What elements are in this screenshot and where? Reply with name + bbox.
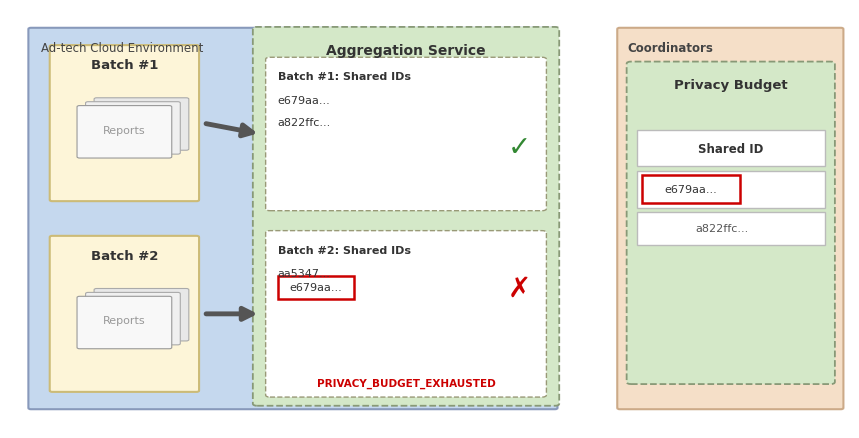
Text: Batch #1: Batch #1	[91, 59, 158, 72]
Text: aa5347...: aa5347...	[277, 269, 331, 279]
Bar	[637, 171, 825, 208]
FancyBboxPatch shape	[86, 102, 180, 155]
Text: Coordinators: Coordinators	[627, 42, 713, 55]
FancyBboxPatch shape	[265, 231, 546, 397]
FancyBboxPatch shape	[618, 29, 844, 409]
FancyBboxPatch shape	[77, 106, 172, 159]
FancyBboxPatch shape	[94, 99, 189, 151]
Text: Batch #2: Shared IDs: Batch #2: Shared IDs	[277, 245, 411, 255]
FancyBboxPatch shape	[627, 63, 835, 384]
FancyBboxPatch shape	[50, 46, 199, 202]
Text: PRIVACY_BUDGET_EXHAUSTED: PRIVACY_BUDGET_EXHAUSTED	[317, 378, 496, 388]
Text: Batch #1: Shared IDs: Batch #1: Shared IDs	[277, 72, 411, 82]
Text: ✓: ✓	[508, 134, 531, 162]
Text: ✗: ✗	[508, 274, 531, 302]
Text: e679aa...: e679aa...	[277, 96, 331, 106]
Text: e679aa...: e679aa...	[289, 283, 343, 293]
Text: a822ffc...: a822ffc...	[277, 117, 331, 127]
Text: e679aa...: e679aa...	[665, 185, 717, 195]
FancyBboxPatch shape	[265, 58, 546, 211]
FancyBboxPatch shape	[253, 28, 559, 406]
Bar	[277, 276, 355, 299]
FancyBboxPatch shape	[28, 29, 557, 409]
Bar	[642, 176, 740, 204]
Text: Ad-tech Cloud Environment: Ad-tech Cloud Environment	[41, 42, 204, 55]
Text: Batch #2: Batch #2	[91, 249, 158, 262]
Text: Shared ID: Shared ID	[698, 142, 764, 155]
Text: Reports: Reports	[103, 316, 146, 325]
FancyBboxPatch shape	[86, 293, 180, 345]
Bar	[637, 212, 825, 245]
Text: a822ffc...: a822ffc...	[696, 224, 749, 234]
Text: Reports: Reports	[103, 125, 146, 135]
FancyBboxPatch shape	[94, 289, 189, 341]
Text: Aggregation Service: Aggregation Service	[326, 44, 486, 58]
Text: Privacy Budget: Privacy Budget	[674, 78, 788, 92]
Bar	[637, 131, 825, 167]
FancyBboxPatch shape	[50, 236, 199, 392]
FancyBboxPatch shape	[77, 297, 172, 349]
